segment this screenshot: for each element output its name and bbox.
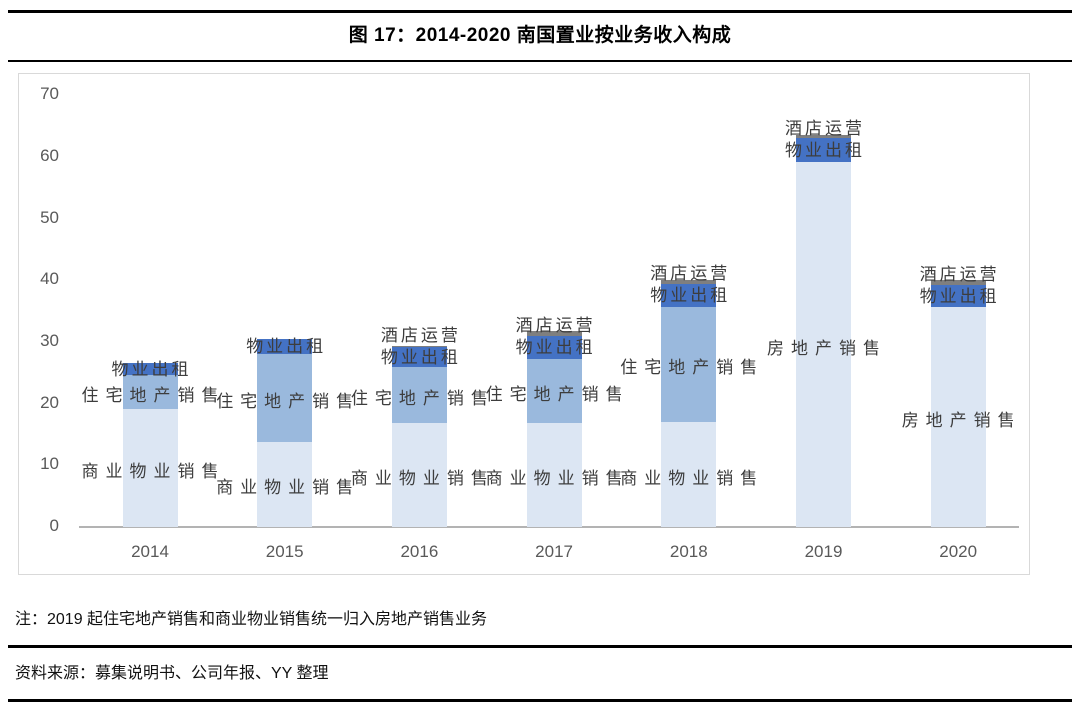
- bar-2020-segment-hotel-operation: [930, 280, 986, 286]
- segment-label-property-leasing: 物业出租: [785, 141, 865, 162]
- y-axis-tick-label: 60: [40, 145, 59, 165]
- bar-2016-segment-residential-property-sales: [391, 367, 447, 423]
- x-axis-label-2016: 2016: [400, 542, 439, 561]
- title-divider: [8, 60, 1072, 62]
- chart-plot-area: 0 10 20 30 40 50 60 70 商业物业销售 住宅地产销售 物业出租 2014 商业物业销…: [18, 73, 1030, 575]
- x-axis-label-2017: 2017: [535, 542, 573, 561]
- bar-2015-segment-property-leasing: [257, 338, 313, 354]
- y-axis-tick-label: 0: [49, 516, 59, 535]
- y-axis-tick-label: 20: [40, 392, 59, 412]
- x-axis-label-2018: 2018: [669, 542, 708, 561]
- segment-label-residential-property-sales: 住宅地产销售: [350, 388, 495, 409]
- segment-label-hotel-operation: 酒店运营: [380, 326, 461, 347]
- segment-label-residential-property-sales: 住宅地产销售: [485, 384, 630, 405]
- figure-title: 图 17：2014-2020 南国置业按业务收入构成: [348, 25, 732, 46]
- note-divider: [8, 645, 1072, 648]
- segment-label-commercial-property-sales: 商业物业销售: [485, 468, 630, 489]
- segment-label-hotel-operation: 酒店运营: [515, 316, 596, 337]
- bar-2019-segment-real-estate-sales: [796, 162, 851, 527]
- segment-label-commercial-property-sales: 商业物业销售: [350, 468, 495, 489]
- bottom-rule: [8, 699, 1072, 702]
- x-axis-line: [79, 526, 1019, 528]
- bar-2015-segment-residential-property-sales: [257, 353, 313, 442]
- bar-2015-segment-commercial-property-sales: [257, 441, 313, 527]
- bar-2018-segment-property-leasing: [661, 283, 717, 307]
- y-axis-tick-label: 30: [40, 330, 59, 350]
- segment-label-residential-property-sales: 住宅地产销售: [620, 358, 765, 379]
- bar-2014-segment-commercial-property-sales: [122, 408, 178, 527]
- bar-2018-segment-residential-property-sales: [661, 306, 717, 423]
- segment-label-real-estate-sales: 房地产销售: [767, 338, 887, 359]
- segment-label-hotel-operation: 酒店运营: [650, 264, 731, 285]
- segment-label-property-leasing: 物业出租: [515, 338, 596, 359]
- y-axis-tick-label: 50: [40, 207, 59, 227]
- segment-label-commercial-property-sales: 商业物业销售: [81, 461, 226, 482]
- x-axis-label-2020: 2020: [939, 542, 978, 561]
- bar-2019-segment-hotel-operation: [796, 134, 851, 139]
- figure-source: 资料来源：募集说明书、公司年报、YY 整理: [15, 665, 329, 682]
- segment-label-property-leasing: 物业出租: [380, 348, 461, 369]
- bar-2014-segment-property-leasing: [122, 363, 178, 376]
- bar-2016-segment-property-leasing: [391, 347, 447, 368]
- bar-2018-segment-commercial-property-sales: [661, 422, 717, 527]
- x-axis-label-2015: 2015: [265, 542, 304, 561]
- bar-2017-segment-residential-property-sales: [526, 358, 582, 423]
- y-axis-tick-label: 10: [40, 454, 59, 474]
- bar-2016-segment-commercial-property-sales: [391, 422, 447, 527]
- segment-label-property-leasing: 物业出租: [111, 360, 192, 381]
- segment-label-residential-property-sales: 住宅地产销售: [81, 385, 226, 406]
- segment-label-property-leasing: 物业出租: [246, 337, 327, 358]
- segment-label-real-estate-sales: 房地产销售: [901, 410, 1022, 431]
- y-axis-tick-label: 70: [40, 84, 59, 104]
- bar-2017-segment-commercial-property-sales: [526, 422, 582, 527]
- segment-label-residential-property-sales: 住宅地产销售: [216, 391, 361, 412]
- y-axis-tick-label: 40: [40, 269, 59, 289]
- segment-label-property-leasing: 物业出租: [650, 286, 731, 307]
- segment-label-commercial-property-sales: 商业物业销售: [216, 478, 361, 499]
- segment-label-commercial-property-sales: 商业物业销售: [620, 468, 765, 489]
- segment-label-hotel-operation: 酒店运营: [919, 264, 1000, 285]
- bar-2016-segment-hotel-operation: [391, 346, 447, 348]
- segment-label-property-leasing: 物业出租: [919, 286, 1000, 307]
- figure-note: 注：2019 起住宅地产销售和商业物业销售统一归入房地产销售业务: [15, 611, 488, 628]
- x-axis-label-2014: 2014: [131, 542, 169, 561]
- bar-2017-segment-property-leasing: [526, 335, 582, 359]
- bar-2019-segment-property-leasing: [796, 138, 851, 163]
- x-axis-label-2019: 2019: [804, 542, 843, 561]
- bar-2014-segment-residential-property-sales: [122, 375, 178, 409]
- top-rule: [8, 10, 1072, 13]
- bar-2017-segment-hotel-operation: [526, 330, 582, 336]
- bar-2018-segment-hotel-operation: [661, 280, 717, 284]
- bar-2020-segment-real-estate-sales: [930, 306, 986, 527]
- bar-2020-segment-property-leasing: [930, 285, 986, 307]
- segment-label-hotel-operation: 酒店运营: [785, 119, 865, 140]
